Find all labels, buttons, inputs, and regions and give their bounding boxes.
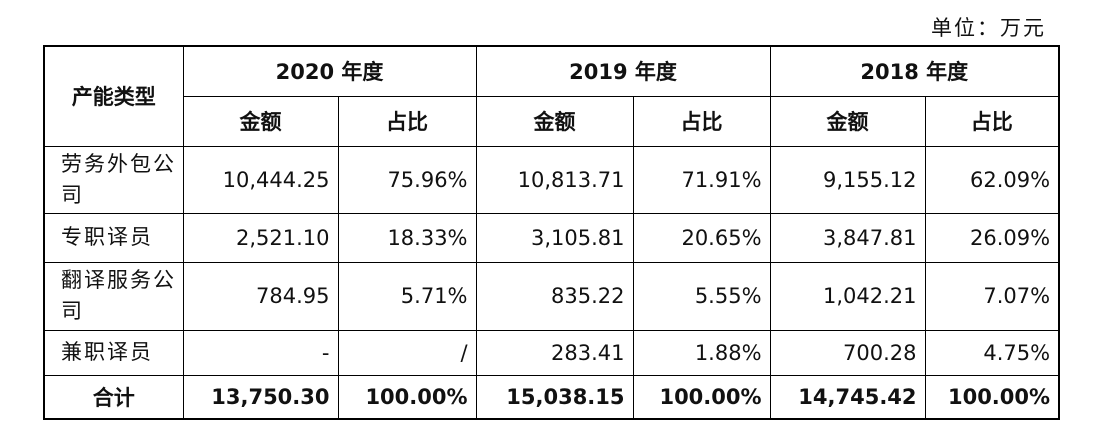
- share-header: 占比: [337, 95, 477, 147]
- share-cell: 26.09%: [924, 212, 1060, 263]
- year-header-row: 产能类型 2020 年度 2019 年度 2018 年度: [43, 45, 1060, 147]
- amount-cell: 3,105.81: [475, 212, 634, 263]
- amount-cell: 835.22: [475, 261, 634, 331]
- row-category: 劳务外包公司: [43, 145, 184, 214]
- share-header: 占比: [632, 95, 771, 147]
- amount-cell: 10,813.71: [475, 145, 634, 214]
- amount-cell: 784.95: [182, 261, 339, 331]
- total-share-cell: 100.00%: [632, 374, 771, 420]
- year-header: 2018 年度: [769, 45, 1060, 97]
- amount-cell: 2,521.10: [182, 212, 339, 263]
- amount-cell: 10,444.25: [182, 145, 339, 214]
- row-category: 专职译员: [43, 212, 184, 263]
- capacity-cost-table: 产能类型 2020 年度 2019 年度 2018 年度 金额 占比 金额 占比…: [43, 45, 1061, 420]
- amount-cell: 3,847.81: [769, 212, 926, 263]
- amount-cell: -: [182, 329, 339, 376]
- share-cell: 1.88%: [632, 329, 771, 376]
- amount-header: 金额: [769, 95, 926, 147]
- share-cell: 71.91%: [632, 145, 771, 214]
- corner-header: 产能类型: [43, 45, 184, 147]
- year-header: 2020 年度: [182, 45, 477, 97]
- share-cell: 62.09%: [924, 145, 1060, 214]
- unit-label: 单位：万元: [931, 16, 1046, 40]
- share-header: 占比: [924, 95, 1060, 147]
- amount-header: 金额: [475, 95, 634, 147]
- share-cell: 75.96%: [337, 145, 477, 214]
- total-share-cell: 100.00%: [337, 374, 477, 420]
- total-amount-cell: 14,745.42: [769, 374, 926, 420]
- total-amount-cell: 15,038.15: [475, 374, 634, 420]
- amount-cell: 1,042.21: [769, 261, 926, 331]
- row-category: 兼职译员: [43, 329, 184, 376]
- share-cell: 7.07%: [924, 261, 1060, 331]
- amount-cell: 9,155.12: [769, 145, 926, 214]
- share-cell: 18.33%: [337, 212, 477, 263]
- table-row: 劳务外包公司 10,444.25 75.96% 10,813.71 71.91%…: [43, 145, 1060, 214]
- share-cell: 4.75%: [924, 329, 1060, 376]
- total-amount-cell: 13,750.30: [182, 374, 339, 420]
- total-share-cell: 100.00%: [924, 374, 1060, 420]
- amount-cell: 700.28: [769, 329, 926, 376]
- total-row: 合计 13,750.30 100.00% 15,038.15 100.00% 1…: [43, 374, 1060, 420]
- table-row: 专职译员 2,521.10 18.33% 3,105.81 20.65% 3,8…: [43, 212, 1060, 263]
- share-cell: 5.71%: [337, 261, 477, 331]
- share-cell: 20.65%: [632, 212, 771, 263]
- amount-cell: 283.41: [475, 329, 634, 376]
- share-cell: 5.55%: [632, 261, 771, 331]
- total-label: 合计: [43, 374, 184, 420]
- table-row: 兼职译员 - / 283.41 1.88% 700.28 4.75%: [43, 329, 1060, 376]
- row-category: 翻译服务公司: [43, 261, 184, 331]
- sub-header-row: 金额 占比 金额 占比 金额 占比: [44, 95, 1060, 147]
- amount-header: 金额: [182, 95, 339, 147]
- share-cell: /: [337, 329, 477, 376]
- year-header: 2019 年度: [475, 45, 771, 97]
- table-row: 翻译服务公司 784.95 5.71% 835.22 5.55% 1,042.2…: [43, 261, 1060, 331]
